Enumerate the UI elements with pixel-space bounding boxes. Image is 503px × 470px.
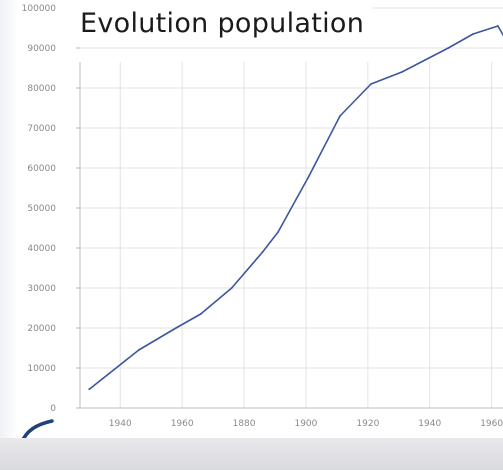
data-point — [137, 349, 140, 351]
chart-tick-labels: 0 10000 20000 30000 40000 50000 60000 70000 8000… — [22, 4, 503, 429]
x-tick-label: 1880 — [233, 419, 256, 429]
chart-series — [88, 25, 503, 391]
chart-title: Evolution population — [68, 2, 373, 46]
y-tick-label: 100000 — [22, 4, 57, 14]
data-point — [401, 71, 403, 73]
data-point — [261, 251, 264, 253]
x-tick-label: 1960 — [480, 419, 503, 429]
y-tick-label: 90000 — [27, 44, 56, 54]
data-point — [370, 83, 372, 85]
y-tick-label: 30000 — [27, 284, 56, 294]
data-point — [199, 313, 202, 315]
y-tick-label: 60000 — [27, 164, 56, 174]
data-point — [175, 327, 177, 329]
data-point — [447, 47, 450, 49]
data-point — [277, 231, 279, 233]
population-line — [88, 25, 503, 390]
y-tick-label: 40000 — [27, 244, 56, 254]
data-point — [339, 115, 341, 117]
y-tick-label: 70000 — [27, 124, 56, 134]
y-tick-label: 50000 — [27, 204, 56, 214]
data-point — [308, 175, 310, 177]
x-tick-label: 1900 — [294, 419, 317, 429]
data-point — [230, 287, 233, 289]
x-tick-label: 1960 — [171, 419, 194, 429]
data-point — [496, 25, 499, 27]
y-tick-label: 10000 — [27, 364, 56, 374]
y-tick-label: 80000 — [27, 84, 56, 94]
data-point — [472, 33, 474, 35]
data-point — [88, 388, 91, 391]
x-tick-label: 1920 — [356, 419, 379, 429]
y-tick-label: 0 — [50, 404, 56, 414]
bottom-band — [0, 438, 503, 470]
y-tick-label: 20000 — [27, 324, 56, 334]
x-tick-label: 1940 — [109, 419, 132, 429]
left-edge-shading — [0, 0, 18, 438]
x-tick-label: 1940 — [418, 419, 441, 429]
